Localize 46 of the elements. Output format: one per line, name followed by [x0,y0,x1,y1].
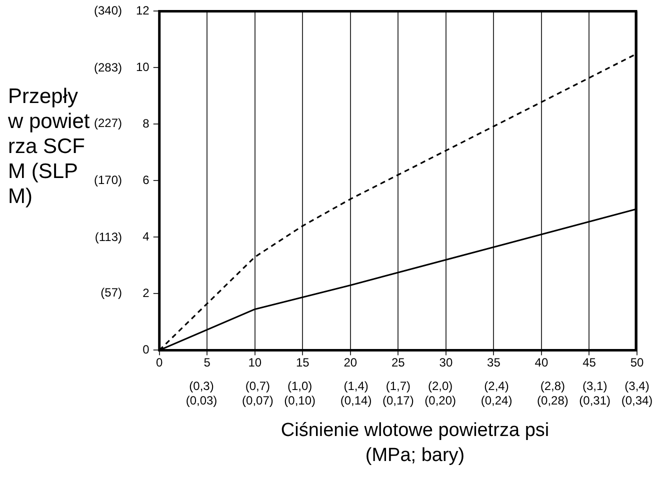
y2-tick-label: (283) [94,60,122,74]
x2-tick-label: (3,1) [582,379,608,394]
x2-tick-label: (2,8) [540,379,566,394]
text: (0,07) [242,393,274,408]
y2-tick-label: (170) [94,173,122,188]
x-tick-label: 5 [204,356,211,370]
y-tick-label: 6 [142,173,150,188]
text: (0,03) [186,393,218,408]
x2-tick-label: (2,4) [484,379,509,394]
x2-tick-label: (1,0) [288,379,312,394]
y2-axis-title: Przepływ powietrza SCFM (SLPM) [8,84,90,209]
text: (0,31) [579,393,611,408]
x2-tick-label: (3,4) [624,379,650,394]
text: (0,14) [340,393,372,408]
y2-tick-label: (227) [94,116,122,130]
x2-tick-label: (1,4) [344,379,368,394]
x-tick-label: 40 [534,356,548,370]
x-tick-label: 45 [582,356,596,370]
text: (0,17) [382,393,414,408]
text: (0,24) [480,393,512,408]
y-tick-label: 12 [136,4,150,18]
x2-tick-label: (1,7) [386,379,411,394]
x-tick-label: 20 [344,356,358,370]
text: (0,28) [537,393,568,408]
y2-tick-label: (340) [94,4,122,18]
x-axis-title: Ciśnienie wlotowe powietrza psi (MPa; bary) [280,419,550,468]
x2-tick-label: (0,3) [189,379,214,394]
y-tick-label: 4 [142,230,150,244]
y2-tick-label: (57) [100,286,122,300]
x-tick-label: 30 [439,356,453,370]
x-tick-label: 25 [392,356,406,370]
y2-tick-label: (113) [94,230,122,244]
x-tick-label: 15 [296,356,310,370]
y-tick-label: 0 [142,342,150,357]
y-tick-label: 10 [136,60,150,74]
text: (0,34) [621,393,653,408]
text: (0,10) [284,393,316,408]
x-tick-label: 50 [630,356,644,370]
x-tick-label: 0 [156,356,164,370]
y-tick-label: 2 [142,286,150,300]
x2-tick-label: (0,7) [245,379,270,394]
x2-tick-label: (2,0) [428,379,453,394]
x-tick-label: 10 [248,356,262,370]
text: (0,20) [424,393,456,408]
y-tick-label: 8 [142,116,150,131]
x-tick-label: 35 [487,356,501,370]
